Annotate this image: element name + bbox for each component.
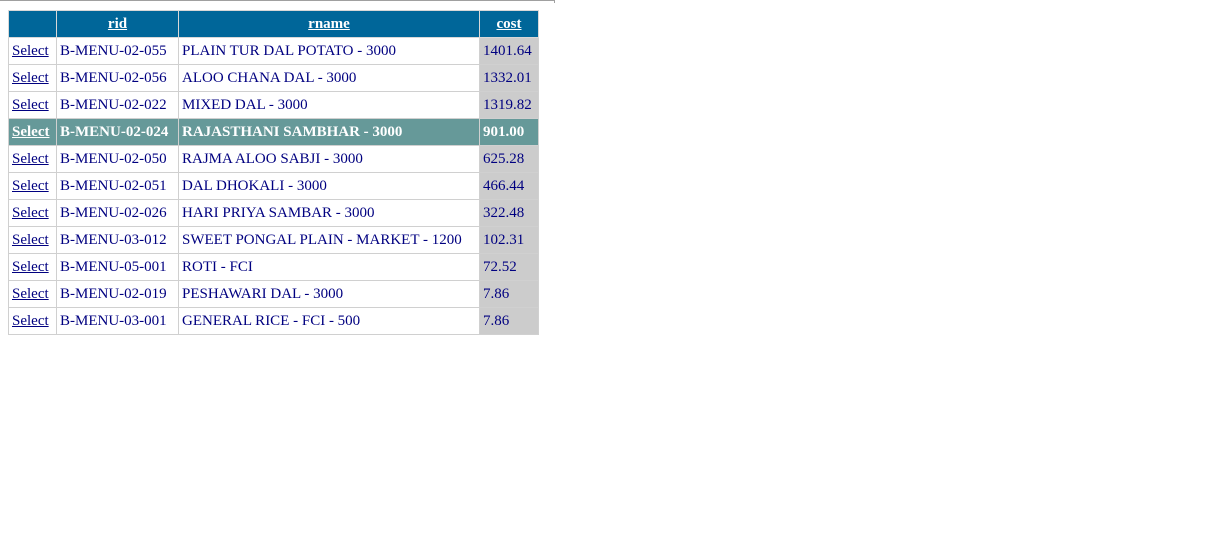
select-cell: Select bbox=[8, 172, 57, 200]
cost-cell: 1319.82 bbox=[479, 91, 539, 119]
cost-cell: 901.00 bbox=[479, 118, 539, 146]
top-divider bbox=[0, 0, 555, 1]
cost-cell: 102.31 bbox=[479, 226, 539, 254]
select-row-link[interactable]: Select bbox=[12, 312, 49, 329]
cost-cell: 7.86 bbox=[479, 307, 539, 335]
cost-cell: 322.48 bbox=[479, 199, 539, 227]
select-cell: Select bbox=[8, 226, 57, 254]
table-row: Select B-MENU-03-012 SWEET PONGAL PLAIN - … bbox=[8, 226, 539, 254]
rname-cell: ALOO CHANA DAL - 3000 bbox=[178, 64, 480, 92]
cost-cell: 1401.64 bbox=[479, 37, 539, 65]
select-row-link[interactable]: Select bbox=[12, 258, 49, 275]
rid-cell: B-MENU-02-022 bbox=[56, 91, 179, 119]
rname-cell: DAL DHOKALI - 3000 bbox=[178, 172, 480, 200]
table-row: Select B-MENU-02-055 PLAIN TUR DAL POTATO … bbox=[8, 37, 539, 65]
rid-cell: B-MENU-02-024 bbox=[56, 118, 179, 146]
cost-cell: 466.44 bbox=[479, 172, 539, 200]
table-row: Select B-MENU-02-051 DAL DHOKALI - 3000 466… bbox=[8, 172, 539, 200]
rname-cell: RAJMA ALOO SABJI - 3000 bbox=[178, 145, 480, 173]
rid-cell: B-MENU-02-026 bbox=[56, 199, 179, 227]
table-row: Select B-MENU-02-056 ALOO CHANA DAL - 3000… bbox=[8, 64, 539, 92]
rid-cell: B-MENU-03-012 bbox=[56, 226, 179, 254]
select-cell: Select bbox=[8, 37, 57, 65]
table-row: Select B-MENU-02-019 PESHAWARI DAL - 3000 7… bbox=[8, 280, 539, 308]
grid-body: Select B-MENU-02-055 PLAIN TUR DAL POTATO … bbox=[8, 37, 539, 335]
sort-cost-link[interactable]: cost bbox=[496, 15, 522, 32]
header-rid: rid bbox=[56, 10, 179, 38]
header-rname: rname bbox=[178, 10, 480, 38]
table-row: Select B-MENU-02-022 MIXED DAL - 3000 1319.… bbox=[8, 91, 539, 119]
rname-cell: PLAIN TUR DAL POTATO - 3000 bbox=[178, 37, 480, 65]
select-row-link[interactable]: Select bbox=[12, 69, 49, 86]
select-row-link[interactable]: Select bbox=[12, 96, 49, 113]
table-row: Select B-MENU-05-001 ROTI - FCI 72.52 bbox=[8, 253, 539, 281]
rid-cell: B-MENU-02-056 bbox=[56, 64, 179, 92]
select-row-link[interactable]: Select bbox=[12, 177, 49, 194]
rname-cell: ROTI - FCI bbox=[178, 253, 480, 281]
table-row: Select B-MENU-02-050 RAJMA ALOO SABJI - 30… bbox=[8, 145, 539, 173]
sort-rid-link[interactable]: rid bbox=[107, 15, 128, 32]
cost-cell: 1332.01 bbox=[479, 64, 539, 92]
rname-cell: PESHAWARI DAL - 3000 bbox=[178, 280, 480, 308]
cost-cell: 72.52 bbox=[479, 253, 539, 281]
grid-header-row: rid rname cost bbox=[8, 10, 539, 38]
header-cost: cost bbox=[479, 10, 539, 38]
rid-cell: B-MENU-02-019 bbox=[56, 280, 179, 308]
select-row-link[interactable]: Select bbox=[12, 42, 49, 59]
rid-cell: B-MENU-03-001 bbox=[56, 307, 179, 335]
select-cell: Select bbox=[8, 280, 57, 308]
table-row: Select B-MENU-03-001 GENERAL RICE - FCI - … bbox=[8, 307, 539, 335]
cost-cell: 7.86 bbox=[479, 280, 539, 308]
select-cell: Select bbox=[8, 253, 57, 281]
select-row-link[interactable]: Select bbox=[12, 123, 50, 140]
select-cell: Select bbox=[8, 64, 57, 92]
rid-cell: B-MENU-02-051 bbox=[56, 172, 179, 200]
select-cell: Select bbox=[8, 307, 57, 335]
rname-cell: SWEET PONGAL PLAIN - MARKET - 1200 bbox=[178, 226, 480, 254]
menu-cost-grid: rid rname cost Select B-MENU-02-055 PLAIN … bbox=[8, 10, 539, 335]
table-row: Select B-MENU-02-024 RAJASTHANI SAMBHAR - … bbox=[8, 118, 539, 146]
top-divider-end bbox=[554, 0, 555, 3]
rname-cell: HARI PRIYA SAMBAR - 3000 bbox=[178, 199, 480, 227]
table-row: Select B-MENU-02-026 HARI PRIYA SAMBAR - 3… bbox=[8, 199, 539, 227]
select-cell: Select bbox=[8, 199, 57, 227]
cost-cell: 625.28 bbox=[479, 145, 539, 173]
header-select-column bbox=[8, 10, 57, 38]
select-cell: Select bbox=[8, 145, 57, 173]
select-cell: Select bbox=[8, 118, 57, 146]
rid-cell: B-MENU-02-050 bbox=[56, 145, 179, 173]
rid-cell: B-MENU-02-055 bbox=[56, 37, 179, 65]
select-row-link[interactable]: Select bbox=[12, 150, 49, 167]
rid-cell: B-MENU-05-001 bbox=[56, 253, 179, 281]
rname-cell: RAJASTHANI SAMBHAR - 3000 bbox=[178, 118, 480, 146]
select-row-link[interactable]: Select bbox=[12, 204, 49, 221]
rname-cell: GENERAL RICE - FCI - 500 bbox=[178, 307, 480, 335]
rname-cell: MIXED DAL - 3000 bbox=[178, 91, 480, 119]
sort-rname-link[interactable]: rname bbox=[308, 15, 350, 32]
select-row-link[interactable]: Select bbox=[12, 231, 49, 248]
select-cell: Select bbox=[8, 91, 57, 119]
select-row-link[interactable]: Select bbox=[12, 285, 49, 302]
